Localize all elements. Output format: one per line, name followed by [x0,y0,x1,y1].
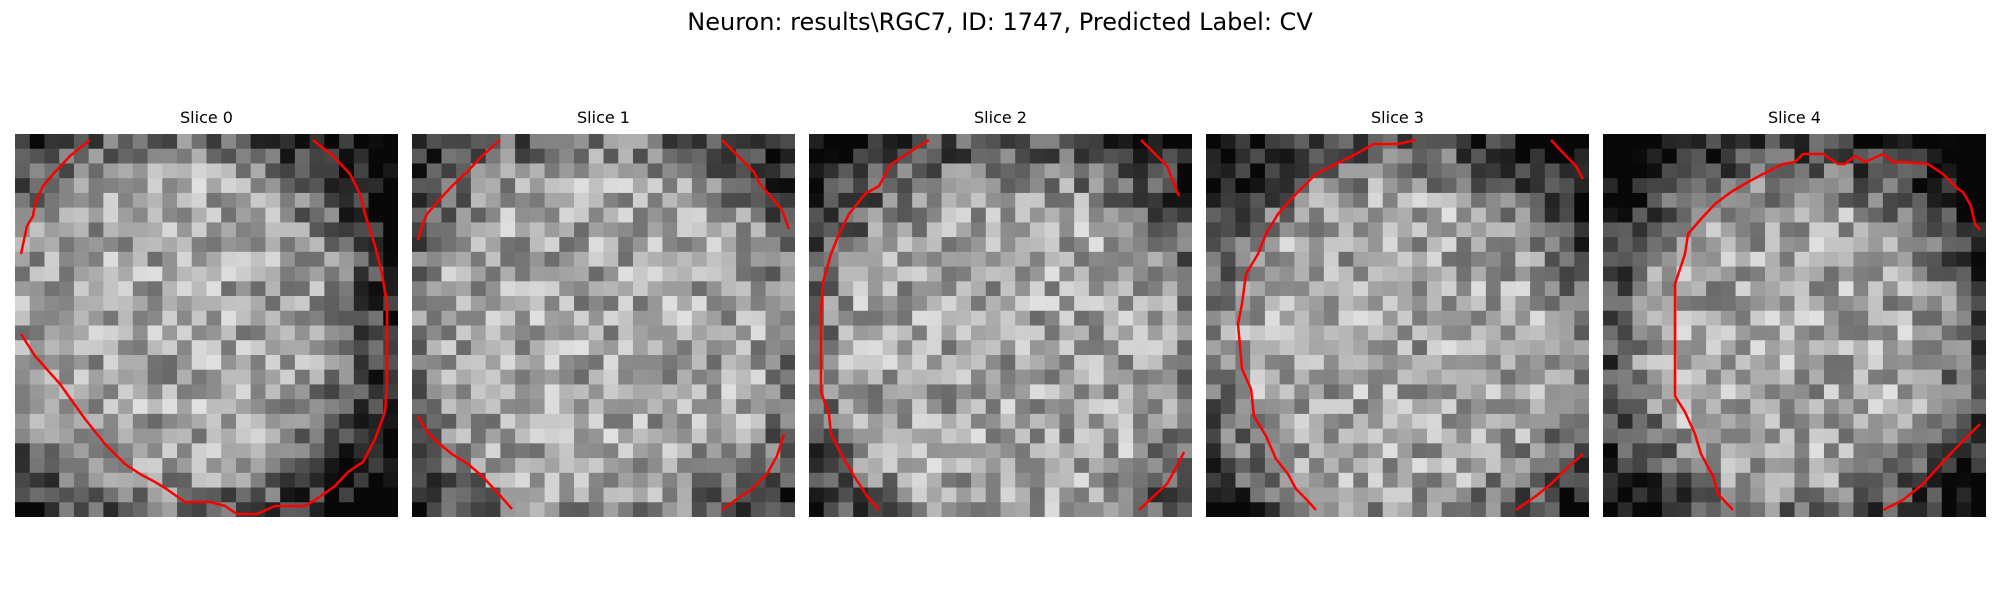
pixel-grid-2 [809,134,1192,517]
pixel-grid-1 [412,134,795,517]
cell-contour-0 [19,139,91,255]
slice-title-1: Slice 1 [577,108,630,127]
cell-contour-1 [416,139,501,241]
cell-contour-3c [1515,453,1584,512]
slice-image-3 [1206,134,1589,517]
figure-title: Neuron: results\RGC7, ID: 1747, Predicte… [687,8,1313,36]
slice-title-0: Slice 0 [180,108,233,127]
cell-contour-3 [1236,138,1417,511]
slice-image-0 [15,134,398,517]
slice-image-1 [412,134,795,517]
slice-panel-3: Slice 3 [1206,108,1589,517]
slice-panel-1: Slice 1 [412,108,795,517]
cell-contour-2 [819,138,930,511]
slice-image-2 [809,134,1192,517]
cell-contour-0b [19,139,389,516]
cell-contour-1b [721,139,791,230]
pixel-grid-4 [1603,134,1986,517]
slice-panel-2: Slice 2 [809,108,1192,517]
slice-title-2: Slice 2 [974,108,1027,127]
slice-image-4 [1603,134,1986,517]
cell-contour-1c [416,415,513,510]
cell-contour-4b [1882,423,1981,512]
pixel-grid-3 [1206,134,1589,517]
cell-contour-2b [1140,139,1181,197]
cell-contour-4 [1673,152,1981,511]
cell-contour-2c [1138,451,1186,511]
cell-contour-3b [1550,139,1585,180]
slice-panel-0: Slice 0 [15,108,398,517]
slice-panel-4: Slice 4 [1603,108,1986,517]
pixel-grid-0 [15,134,398,517]
slice-title-3: Slice 3 [1371,108,1424,127]
cell-contour-1d [721,433,786,512]
slice-title-4: Slice 4 [1768,108,1821,127]
